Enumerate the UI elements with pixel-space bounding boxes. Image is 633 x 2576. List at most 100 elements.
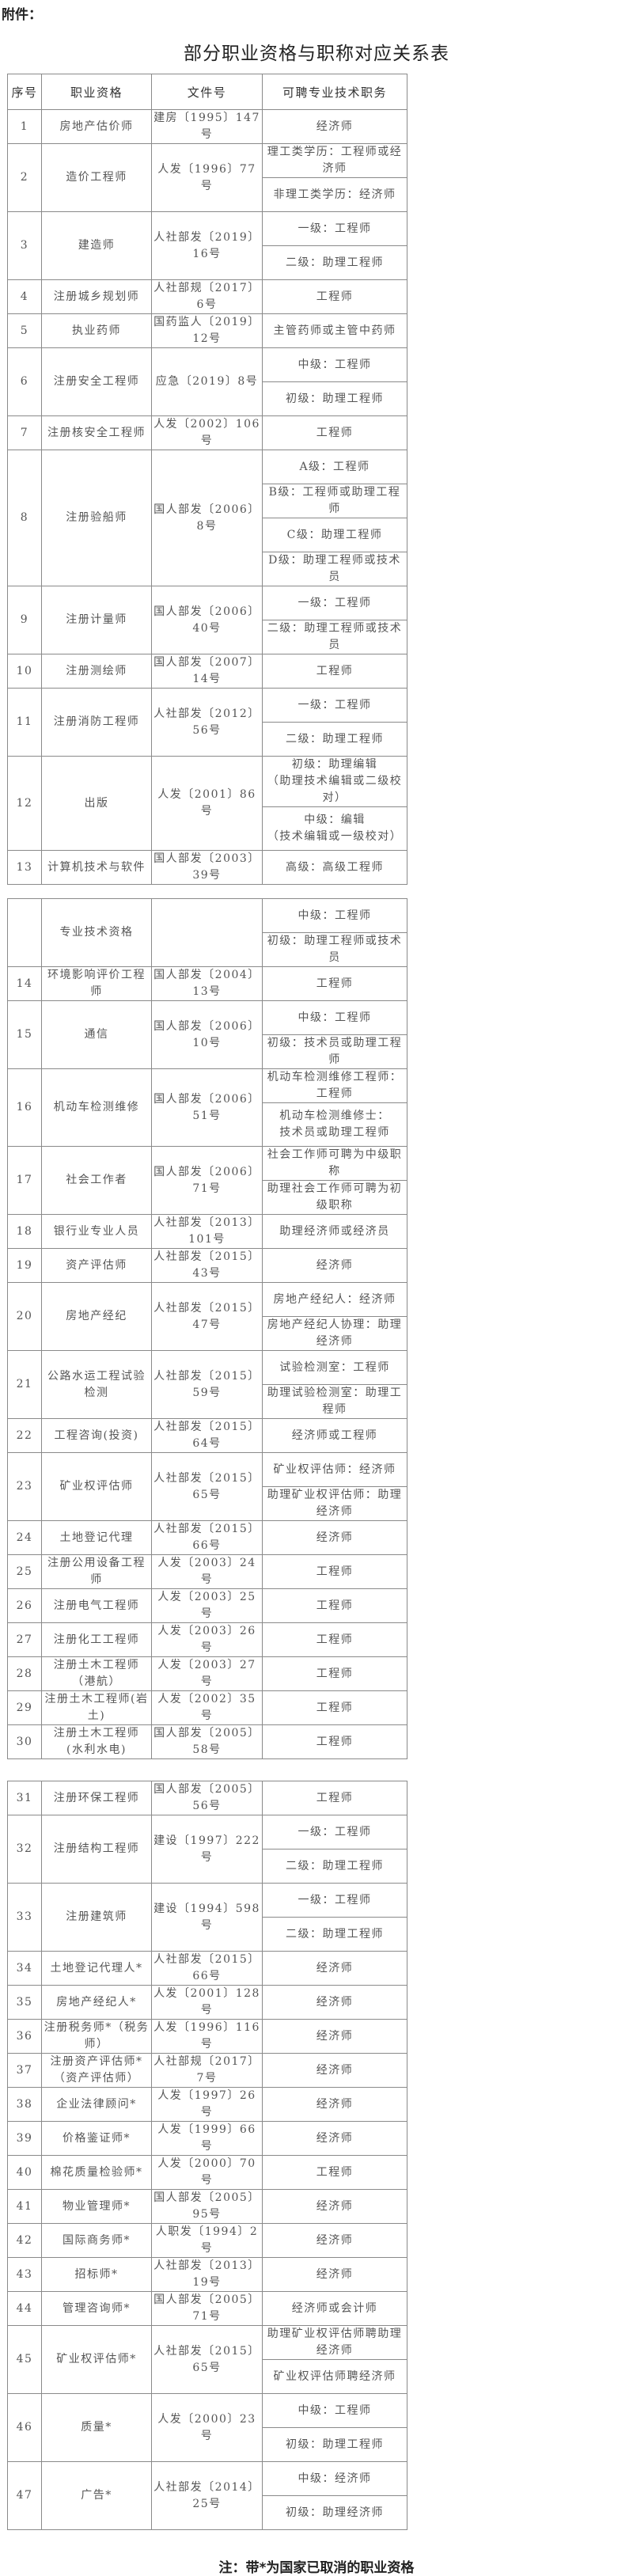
table-row: 初级：技术员或助理工程师 — [8, 1034, 407, 1069]
qualification-table-part-2: 专业技术资格 中级：工程师 初级：助理工程师或技术员 14 环境影响评价工程师 国人部发〔… — [7, 898, 407, 1759]
position-cell: 经济师 — [262, 2189, 407, 2224]
row-number: 23 — [7, 1452, 42, 1521]
qualification-name: 工程咨询(投资) — [41, 1418, 152, 1453]
table-row: 39 价格鉴证师* 人发〔1999〕66号 经济师 — [7, 2121, 407, 2156]
document-number: 人社部发〔2019〕16号 — [151, 211, 263, 280]
qualification-name: 造价工程师 — [41, 143, 152, 212]
table-row: 41 物业管理师* 国人部发〔2005〕95号 经济师 — [7, 2189, 407, 2224]
document-number: 人发〔1999〕66号 — [151, 2121, 263, 2156]
position-cell: 初级：助理工程师或技术员 — [262, 932, 407, 967]
qualification-name: 注册计量师 — [41, 586, 152, 654]
row-number: 17 — [7, 1146, 42, 1215]
position-cell: 一级：工程师 — [262, 1815, 407, 1849]
row-number — [7, 898, 42, 967]
position-cell: 二级：助理工程师 — [262, 1917, 407, 1952]
position-cell: 助理试验检测室：助理工程师 — [262, 1384, 407, 1419]
row-number: 26 — [7, 1588, 42, 1623]
document-number: 人发〔2003〕25号 — [151, 1588, 263, 1623]
table-row: 37 注册资产评估师* （资产评估师） 人社部规〔2017〕7号 经济师 — [7, 2053, 407, 2088]
document-number: 人社部规〔2017〕6号 — [151, 279, 263, 314]
document-number: 人发〔2002〕35号 — [151, 1690, 263, 1725]
table-row: 6 注册安全工程师 应急〔2019〕8号 中级：工程师 — [7, 347, 407, 416]
position-cell: C级：助理工程师 — [262, 518, 407, 552]
row-number: 27 — [7, 1622, 42, 1657]
row-number: 37 — [7, 2053, 42, 2088]
qualification-name: 注册消防工程师 — [41, 688, 152, 757]
table-row: 2 造价工程师 人发〔1996〕77号 理工类学历：工程师或经济师 — [7, 143, 407, 212]
table-row: 22 工程咨询(投资) 人社部发〔2015〕64号 经济师或工程师 — [7, 1418, 407, 1453]
row-number: 18 — [7, 1214, 42, 1249]
row-number: 47 — [7, 2461, 42, 2530]
qualification-name: 注册验船师 — [41, 450, 152, 586]
table-row: 21 公路水运工程试验检测 人社部发〔2015〕59号 试验检测室：工程师 — [7, 1350, 407, 1419]
table-row: 36 注册税务师*（税务师） 人发〔1996〕116号 经济师 — [7, 2019, 407, 2054]
position-cell: 非理工类学历：经济师 — [262, 177, 407, 212]
position-cell: 经济师 — [262, 1985, 407, 2020]
position-cell: 中级：工程师 — [262, 2393, 407, 2428]
document-number: 人社部发〔2015〕66号 — [151, 1951, 263, 1986]
table-row: 1 房地产估价师 建房〔1995〕147号 经济师 — [7, 109, 407, 144]
qualification-name: 银行业专业人员 — [41, 1214, 152, 1249]
document-number — [151, 898, 263, 967]
table-row: 35 房地产经纪人* 人发〔2001〕128号 经济师 — [7, 1985, 407, 2020]
position-cell: 工程师 — [262, 1588, 407, 1623]
position-cell: 工程师 — [262, 966, 407, 1001]
table-row: 初级：助理经济师 — [8, 2495, 407, 2530]
table-row: 二级：助理工程师 — [8, 1917, 407, 1952]
qualification-table-part-1: 序号 职业资格 文件号 可聘专业技术职务 1 房地产估价师 建房〔1995〕147号… — [7, 74, 407, 885]
table-row: 29 注册土木工程师(岩土) 人发〔2002〕35号 工程师 — [7, 1690, 407, 1725]
position-cell: 中级：工程师 — [262, 1000, 407, 1035]
table-row: 5 执业药师 国药监人〔2019〕12号 主管药师或主管中药师 — [7, 313, 407, 348]
position-cell: 高级：高级工程师 — [262, 850, 407, 885]
position-cell: 主管药师或主管中药师 — [262, 313, 407, 348]
row-number: 36 — [7, 2019, 42, 2054]
header-no: 序号 — [7, 74, 42, 110]
position-cell: 试验检测室：工程师 — [262, 1350, 407, 1385]
table-row: 42 国际商务师* 人职发〔1994〕2号 经济师 — [7, 2223, 407, 2258]
table-row: 28 注册土木工程师（港航） 人发〔2003〕27号 工程师 — [7, 1656, 407, 1691]
document-number: 人发〔2001〕86号 — [151, 756, 263, 851]
document-number: 人社部发〔2013〕19号 — [151, 2257, 263, 2292]
table-row: 助理社会工作师可聘为初级职称 — [8, 1180, 407, 1215]
position-cell: 经济师 — [262, 2257, 407, 2292]
position-cell: 机动车检测维修士： 技术员或助理工程师 — [262, 1102, 407, 1147]
row-number: 31 — [7, 1781, 42, 1815]
qualification-name: 机动车检测维修 — [41, 1068, 152, 1147]
position-cell: B级：工程师或助理工程师 — [262, 484, 407, 518]
attachment-label: 附件： — [2, 7, 42, 23]
position-cell: 初级：助理工程师 — [262, 381, 407, 416]
position-cell: 机动车检测维修工程师：工程师 — [262, 1068, 407, 1103]
position-cell: 助理矿业权评估师：助理经济师 — [262, 1486, 407, 1521]
table-row: 专业技术资格 中级：工程师 — [7, 898, 407, 967]
document-number: 人社部发〔2015〕43号 — [151, 1248, 263, 1283]
row-number: 34 — [7, 1951, 42, 1986]
document-number: 人社部发〔2015〕65号 — [151, 2325, 263, 2394]
qualification-name: 注册电气工程师 — [41, 1588, 152, 1623]
qualification-name: 注册化工工程师 — [41, 1622, 152, 1657]
row-number: 9 — [7, 586, 42, 654]
position-cell: 工程师 — [262, 279, 407, 314]
row-number: 46 — [7, 2393, 42, 2462]
position-cell: 二级：助理工程师 — [262, 245, 407, 280]
table-row: 15 通信 国人部发〔2006〕10号 中级：工程师 — [7, 1000, 407, 1069]
qualification-name: 管理咨询师* — [41, 2291, 152, 2326]
row-number: 11 — [7, 688, 42, 757]
row-number: 44 — [7, 2291, 42, 2326]
qualification-name: 注册公用设备工程师 — [41, 1554, 152, 1589]
qualification-name: 注册测绘师 — [41, 654, 152, 689]
document-number: 建房〔1995〕147号 — [151, 109, 263, 144]
qualification-name: 棉花质量检验师* — [41, 2155, 152, 2190]
position-cell: 矿业权评估师：经济师 — [262, 1452, 407, 1487]
position-cell: 初级：技术员或助理工程师 — [262, 1034, 407, 1069]
position-cell: 经济师 — [262, 1951, 407, 1986]
table-header-row: 序号 职业资格 文件号 可聘专业技术职务 — [7, 74, 407, 110]
row-number: 1 — [7, 109, 42, 144]
document-number: 人发〔2003〕24号 — [151, 1554, 263, 1589]
document-number: 人发〔1996〕116号 — [151, 2019, 263, 2054]
document-number: 人职发〔1994〕2号 — [151, 2223, 263, 2258]
document-number: 人发〔2001〕128号 — [151, 1985, 263, 2020]
document-number: 应急〔2019〕8号 — [151, 347, 263, 416]
document-number: 国人部发〔2006〕10号 — [151, 1000, 263, 1069]
row-number: 32 — [7, 1815, 42, 1884]
table-row: 16 机动车检测维修 国人部发〔2006〕51号 机动车检测维修工程师：工程师 — [7, 1068, 407, 1147]
